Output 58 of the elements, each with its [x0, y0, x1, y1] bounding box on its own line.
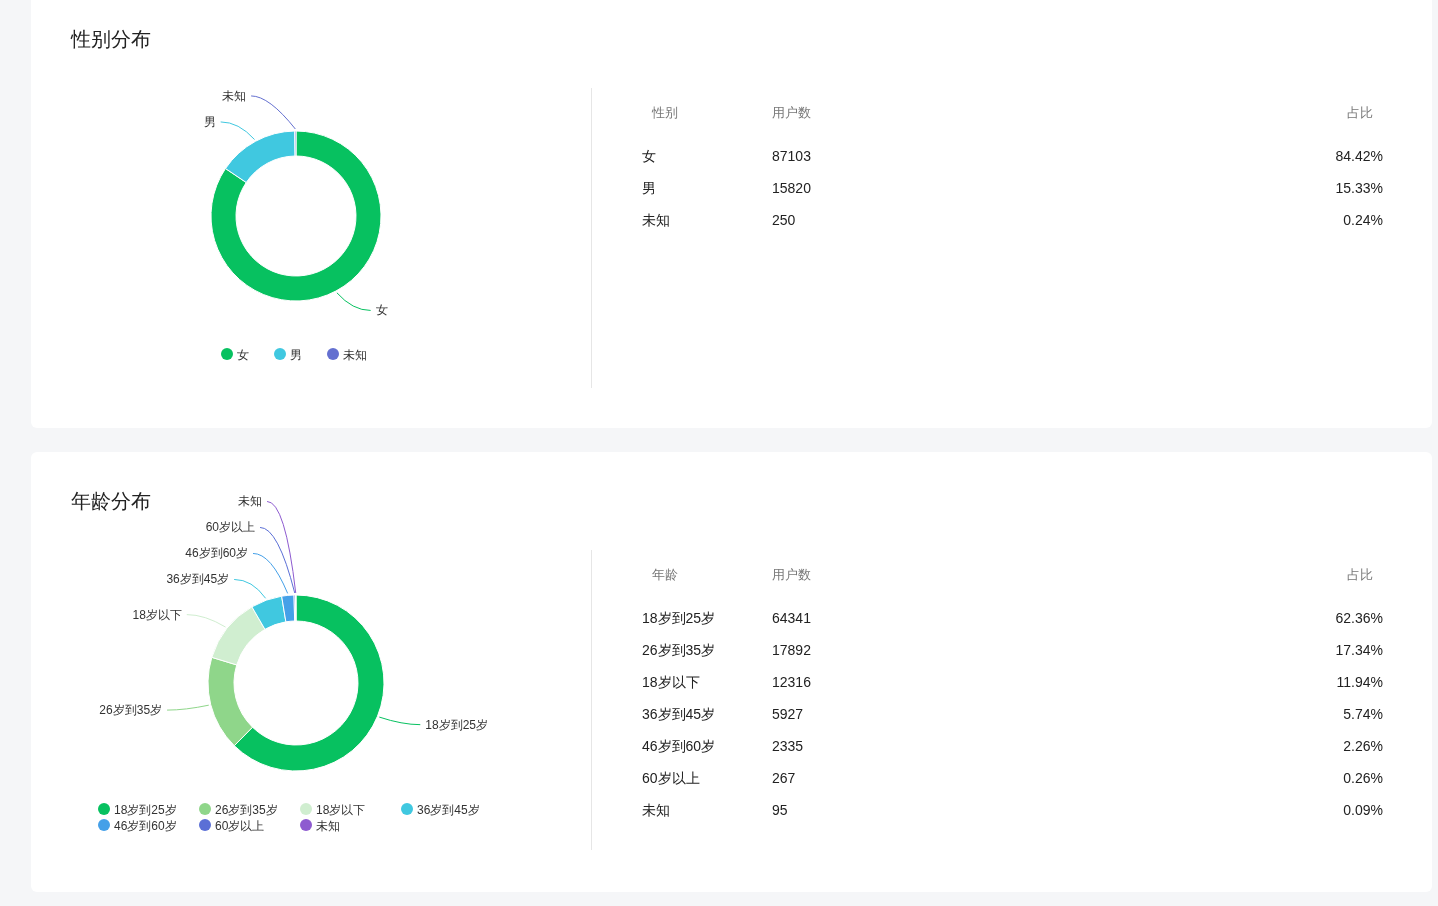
text: 0.26% — [1343, 770, 1383, 786]
text: 年龄 — [652, 567, 678, 582]
text: 267 — [772, 770, 796, 786]
slice-label: 60岁以上 — [205, 520, 256, 535]
text: 84.42% — [1335, 148, 1383, 164]
legend-label: 未知 — [343, 348, 367, 362]
slice-label: 未知 — [238, 494, 263, 509]
text: 2335 — [772, 738, 804, 754]
text: 12316 — [772, 674, 812, 690]
slice-label: 36岁到45岁 — [166, 572, 230, 587]
legend-label: 36岁到45岁 — [417, 803, 480, 817]
text: 62.36% — [1335, 610, 1383, 626]
text: 11.94% — [1336, 674, 1383, 690]
text: 46岁到60岁 — [642, 738, 716, 754]
text: 占比 — [1347, 567, 1373, 582]
text: 5.74% — [1343, 706, 1383, 722]
text: 未知 — [642, 802, 670, 818]
legend-label: 46岁到60岁 — [114, 819, 177, 833]
legend-label: 18岁到25岁 — [114, 803, 177, 817]
text: 2.26% — [1343, 738, 1383, 754]
legend-label: 26岁到35岁 — [215, 803, 278, 817]
text: 26岁到35岁 — [642, 642, 716, 658]
text: 占比 — [1347, 105, 1373, 120]
text: 女 — [642, 148, 656, 164]
legend-label: 女 — [237, 348, 249, 362]
text: 性别 — [651, 105, 678, 120]
legend-label: 18岁以下 — [316, 803, 366, 817]
legend-label: 男 — [290, 348, 302, 362]
text: 18岁到25岁 — [642, 610, 716, 626]
text: 5927 — [772, 706, 804, 722]
text: 用户数 — [772, 567, 811, 582]
text: 87103 — [772, 148, 812, 164]
text: 0.09% — [1343, 802, 1383, 818]
text: 男 — [642, 180, 656, 196]
text: 用户数 — [772, 105, 811, 120]
text: 未知 — [642, 212, 670, 228]
chart-title: 年龄分布 — [71, 490, 151, 512]
text: 95 — [772, 802, 788, 818]
text: 18岁以下 — [642, 674, 700, 690]
slice-label: 26岁到35岁 — [99, 703, 163, 718]
slice-label: 未知 — [222, 88, 247, 103]
text: 60岁以上 — [642, 770, 700, 786]
chart-title: 性别分布 — [70, 28, 151, 50]
slice-label: 18岁以下 — [132, 607, 182, 622]
text: 0.24% — [1343, 212, 1383, 228]
text: 15.33% — [1335, 180, 1383, 196]
text: 17.34% — [1335, 642, 1383, 658]
text: 17892 — [772, 642, 812, 658]
text: 15820 — [772, 180, 812, 196]
legend-label: 60岁以上 — [215, 819, 265, 833]
legend-label: 未知 — [316, 819, 340, 833]
slice-label: 女 — [375, 303, 388, 318]
text: 250 — [772, 212, 796, 228]
slice-label: 18岁到25岁 — [425, 717, 488, 732]
slice-label: 男 — [203, 114, 216, 129]
slice-label: 46岁到60岁 — [185, 546, 249, 561]
text: 64341 — [772, 610, 812, 626]
text: 36岁到45岁 — [642, 706, 716, 722]
